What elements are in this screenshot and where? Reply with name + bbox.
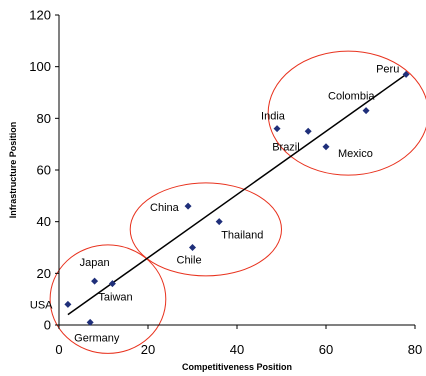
point-label-thailand: Thailand: [221, 230, 263, 242]
point-label-germany: Germany: [74, 332, 120, 344]
cluster-ellipse: [49, 244, 167, 354]
axis-ticks: 0 20 40 60 80 100 120 0 20 40 60 80: [29, 8, 422, 358]
data-point-thailand: [215, 218, 223, 226]
data-point-peru: [402, 70, 410, 78]
point-label-japan: Japan: [80, 257, 110, 269]
x-tick-label: 40: [230, 342, 244, 357]
x-tick-label: 0: [55, 342, 62, 357]
data-points: [64, 70, 410, 326]
point-label-india: India: [261, 111, 286, 123]
data-point-china: [184, 202, 192, 210]
point-label-usa: USA: [30, 299, 53, 311]
cluster-ellipses: [49, 50, 426, 354]
x-tick-label: 20: [141, 342, 155, 357]
point-label-taiwan: Taiwan: [98, 292, 132, 304]
point-label-china: China: [150, 202, 180, 214]
cluster-ellipse: [129, 182, 283, 277]
y-axis-label: Infrastructure Position: [8, 122, 18, 219]
x-axis-label: Competitiveness Position: [182, 362, 292, 372]
y-tick-label: 120: [29, 8, 51, 23]
data-point-colombia: [362, 107, 370, 115]
data-point-usa: [64, 300, 72, 308]
data-point-india: [273, 125, 281, 133]
point-label-peru: Peru: [376, 63, 399, 75]
data-point-japan: [91, 277, 99, 285]
y-tick-label: 60: [37, 163, 51, 178]
data-point-brazil: [304, 127, 312, 135]
data-point-chile: [189, 244, 196, 251]
y-tick-label: 100: [29, 59, 51, 74]
trendline-group: [67, 73, 407, 316]
point-labels: USA Germany Japan Taiwan China Chile Thailand I…: [30, 63, 399, 344]
trendline: [67, 73, 407, 316]
y-tick-label: 0: [44, 318, 51, 333]
y-tick-label: 40: [37, 214, 51, 229]
x-tick-label: 80: [408, 342, 422, 357]
data-point-mexico: [322, 143, 330, 151]
point-label-mexico: Mexico: [338, 148, 373, 160]
point-label-chile: Chile: [177, 255, 202, 267]
cluster-ellipse: [267, 50, 426, 176]
point-label-colombia: Colombia: [328, 91, 375, 103]
data-point-taiwan: [108, 280, 116, 288]
y-tick-label: 80: [37, 111, 51, 126]
data-point-germany: [86, 318, 94, 326]
axes: [58, 15, 415, 326]
y-tick-label: 20: [37, 266, 51, 281]
point-label-brazil: Brazil: [272, 141, 300, 153]
x-tick-label: 60: [319, 342, 333, 357]
